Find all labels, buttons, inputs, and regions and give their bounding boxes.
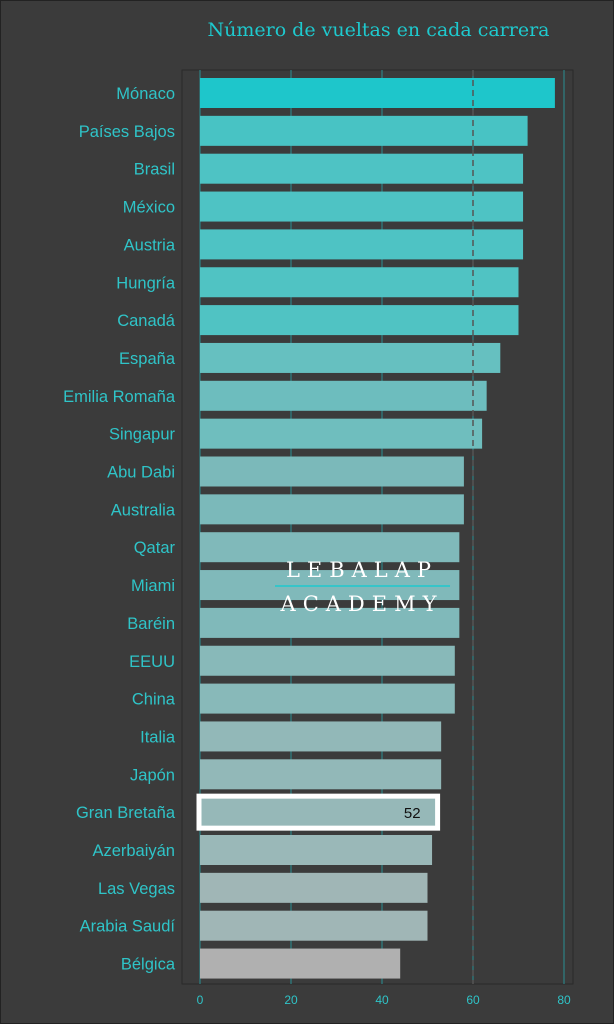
- bar-11: [200, 494, 464, 525]
- tick-label-20: 20: [284, 993, 298, 1007]
- bar-23: [200, 948, 401, 979]
- tick-label-80: 80: [557, 993, 571, 1007]
- bar-20: [200, 835, 433, 865]
- watermark-line-1: LEBALAP: [286, 558, 438, 582]
- bar-19: [200, 797, 437, 828]
- bar-14: [200, 607, 460, 638]
- tick-label-0: 0: [197, 993, 204, 1007]
- tick-label-60: 60: [466, 993, 480, 1007]
- bar-4: [200, 229, 524, 260]
- bar-6: [200, 305, 519, 336]
- bar-2: [200, 153, 524, 184]
- category-label-17: Italia: [140, 728, 176, 746]
- bar-5: [200, 267, 519, 298]
- grid-layer: [181, 69, 574, 985]
- category-label-7: España: [119, 350, 176, 368]
- bar-9: [200, 418, 483, 449]
- bar-21: [200, 872, 428, 903]
- category-label-2: Brasil: [134, 161, 175, 179]
- category-label-10: Abu Dabi: [107, 464, 175, 482]
- category-label-6: Canadá: [117, 312, 176, 330]
- bar-12: [200, 532, 460, 563]
- category-label-13: Miami: [131, 577, 175, 595]
- category-label-0: Mónaco: [116, 85, 175, 103]
- category-label-9: Singapur: [109, 426, 176, 444]
- category-label-1: Países Bajos: [79, 123, 175, 141]
- bar-3: [200, 191, 524, 222]
- bar-0: [200, 78, 555, 108]
- bar-22: [200, 910, 428, 941]
- category-label-5: Hungría: [116, 274, 176, 292]
- watermark-line-2: ACADEMY: [280, 592, 444, 616]
- bars-layer: 52: [196, 78, 555, 979]
- category-label-3: México: [123, 199, 175, 217]
- category-labels: Mónaco Países Bajos Brasil México Austria Hun…: [63, 85, 176, 974]
- bar-1: [200, 115, 528, 146]
- category-label-16: China: [132, 691, 176, 709]
- bar-13: [200, 570, 460, 601]
- category-label-14: Baréin: [127, 615, 175, 633]
- category-label-11: Australia: [111, 501, 176, 519]
- bar-17: [200, 721, 442, 752]
- watermark: LEBALAP ACADEMY: [275, 558, 450, 616]
- category-label-19: Gran Bretaña: [76, 804, 176, 822]
- category-label-12: Qatar: [134, 539, 176, 557]
- highlight-box: [196, 793, 441, 831]
- category-label-4: Austria: [124, 236, 176, 254]
- bar-7: [200, 342, 501, 373]
- bar-15: [200, 645, 455, 676]
- chart-title: Número de vueltas en cada carrera: [207, 19, 550, 41]
- x-axis-ticks: 0 20 40 60 80: [197, 993, 571, 1007]
- highlight-value-label: 52: [404, 805, 421, 822]
- category-label-8: Emilia Romaña: [63, 388, 176, 406]
- bar-10: [200, 456, 464, 487]
- category-label-15: EEUU: [129, 653, 175, 671]
- category-label-18: Japón: [130, 766, 175, 784]
- bar-18: [200, 759, 442, 790]
- category-label-21: Las Vegas: [98, 880, 175, 898]
- tick-label-40: 40: [375, 993, 389, 1007]
- bar-16: [200, 683, 455, 714]
- category-label-22: Arabia Saudí: [80, 918, 176, 936]
- category-label-20: Azerbaiyán: [92, 842, 175, 860]
- plot-area: [181, 69, 574, 985]
- category-label-23: Bélgica: [121, 956, 176, 974]
- bar-8: [200, 380, 487, 411]
